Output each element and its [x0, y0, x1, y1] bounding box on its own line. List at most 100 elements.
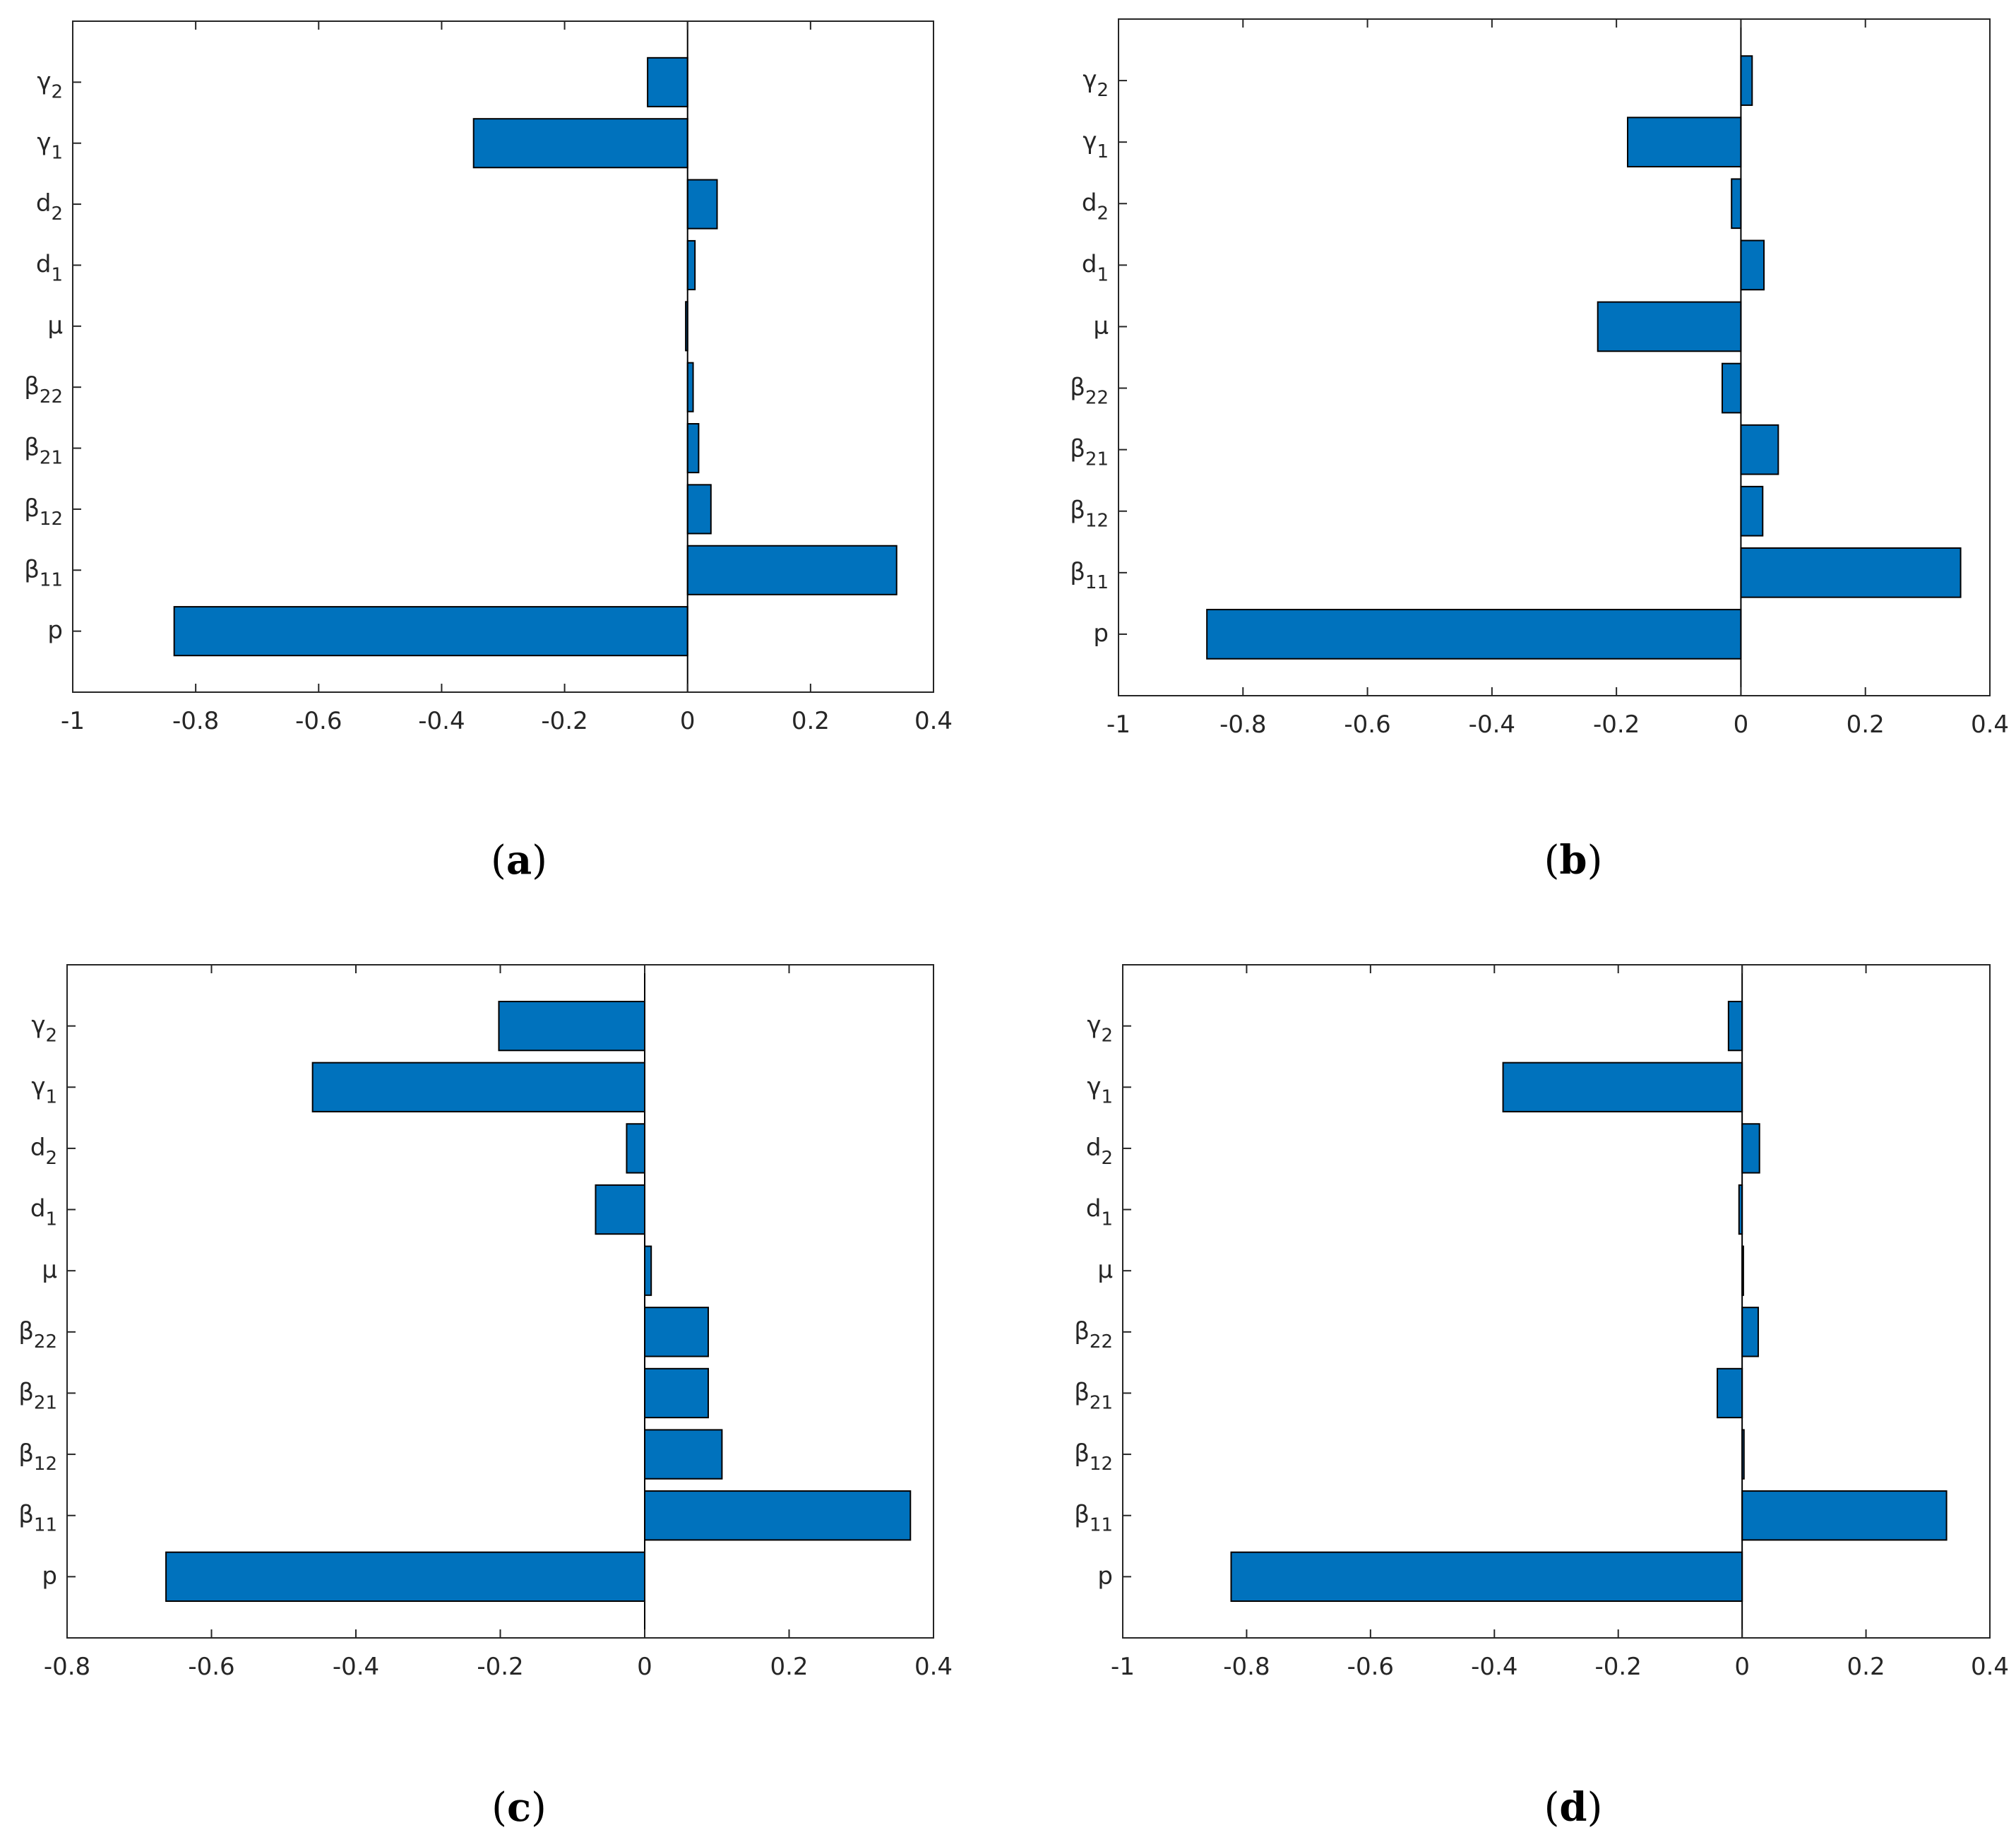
panel-b-category-label-1: β11	[1070, 558, 1109, 593]
panel-d-category-label-9: γ2	[1087, 1011, 1113, 1047]
panel-c-bar-3	[644, 1367, 709, 1419]
panel-c-category-label-5: μ	[42, 1256, 57, 1284]
panel-d-xtick-label-6: 0.2	[1847, 1653, 1885, 1681]
panel-c-category-label-1: β11	[18, 1501, 57, 1536]
panel-d-category-label-8: γ1	[1087, 1072, 1113, 1107]
panel-a-xtick-label-7: 0.4	[914, 707, 953, 735]
panel-b-bar-2	[1740, 485, 1764, 537]
panel-b-xtick-label-1: -0.8	[1219, 711, 1266, 739]
panel-b-bar-3	[1740, 424, 1779, 475]
panel-c-xtick-label-0: -0.8	[44, 1653, 90, 1681]
panel-d-category-label-7: d2	[1086, 1134, 1113, 1169]
panel-a-category-label-8: γ1	[37, 129, 63, 164]
panel-a-xtick-label-3: -0.4	[418, 707, 465, 735]
panel-c-category-label-2: β12	[18, 1439, 57, 1475]
panel-b-category-label-4: β22	[1070, 374, 1109, 409]
panel-d-category-label-0: p	[1097, 1562, 1113, 1590]
panel-d-chart: -1 -0.8 -0.6 -0.4 -0.2 0 0.2 0.4pβ11β12β21β22μd…	[1074, 964, 2009, 1681]
panel-b-category-label-5: μ	[1093, 311, 1109, 340]
panel-b-axes-box	[1118, 18, 1991, 696]
panel-a-xtick-label-1: -0.8	[172, 707, 219, 735]
panel-b-xtick-label-2: -0.6	[1344, 711, 1390, 739]
panel-d-xtick-label-5: 0	[1734, 1653, 1750, 1681]
panel-b-bar-9	[1740, 55, 1753, 106]
panel-d-category-label-6: d1	[1086, 1195, 1113, 1230]
panel-d-xtick-label-7: 0.4	[1971, 1653, 2009, 1681]
panel-a-bar-2	[686, 484, 712, 535]
panel-d-bar-1	[1741, 1490, 1948, 1541]
panel-b-bar-0	[1206, 609, 1742, 660]
panel-d-category-label-3: β21	[1074, 1378, 1113, 1413]
panel-a-category-label-1: β11	[24, 555, 63, 590]
panel-a-bar-4	[686, 362, 694, 412]
panel-b-xtick-label-5: 0	[1734, 711, 1749, 739]
panel-a-xtick-label-0: -1	[61, 707, 85, 735]
panel-a-bar-1	[686, 545, 897, 595]
panel-c-bar-5	[644, 1245, 652, 1296]
panel-b-bar-1	[1740, 547, 1962, 598]
panel-b-bar-4	[1721, 362, 1742, 414]
panel-d-category-label-5: μ	[1097, 1256, 1113, 1284]
panel-c-xtick-label-3: -0.2	[477, 1653, 523, 1681]
panel-d-bar-9	[1727, 1000, 1743, 1052]
panel-d-bar-8	[1502, 1062, 1743, 1112]
panel-c-xtick-label-4: 0	[637, 1653, 652, 1681]
panel-d-category-label-4: β22	[1074, 1317, 1113, 1353]
panel-label-a: (a)	[491, 837, 547, 884]
panel-d-category-label-2: β12	[1074, 1439, 1113, 1475]
panel-a-bar-3	[686, 423, 700, 474]
panel-d-bar-4	[1741, 1307, 1759, 1357]
panel-a-xtick-label-4: -0.2	[541, 707, 587, 735]
panel-b-chart: -1 -0.8 -0.6 -0.4 -0.2 0 0.2 0.4pβ11β12β21β22μd…	[1070, 18, 2009, 739]
panel-label-c: (c)	[491, 1784, 547, 1831]
panel-b-xtick-label-4: -0.2	[1593, 711, 1640, 739]
panel-d-xtick-label-3: -0.4	[1471, 1653, 1517, 1681]
panel-b-category-label-3: β21	[1070, 435, 1109, 470]
panel-a-bar-6	[686, 239, 696, 290]
panel-a-category-label-3: β21	[24, 434, 63, 469]
panel-c-xtick-label-1: -0.6	[188, 1653, 234, 1681]
panel-c-xtick-label-6: 0.4	[914, 1653, 953, 1681]
panel-c-bar-2	[644, 1429, 723, 1480]
panel-a-xtick-label-2: -0.6	[295, 707, 342, 735]
panel-c-category-label-8: γ1	[31, 1072, 57, 1107]
panel-c-xtick-label-5: 0.2	[770, 1653, 808, 1681]
panel-b-bar-5	[1597, 301, 1742, 352]
panel-a-bar-9	[647, 57, 688, 107]
panel-c-bar-0	[165, 1551, 645, 1603]
panel-b-category-label-9: γ2	[1082, 66, 1109, 101]
panel-c-bar-7	[626, 1123, 645, 1174]
panel-a-bar-8	[472, 118, 688, 169]
panel-c-bar-4	[644, 1307, 709, 1357]
panel-b-category-label-0: p	[1093, 619, 1109, 648]
panel-b-bar-7	[1731, 178, 1742, 230]
panel-a-category-label-0: p	[47, 617, 63, 645]
panel-b-xtick-label-3: -0.4	[1469, 711, 1515, 739]
panel-a-category-label-7: d2	[36, 189, 63, 225]
panel-d-bar-7	[1741, 1123, 1760, 1174]
panel-b-category-label-7: d2	[1082, 189, 1109, 224]
panel-d-xtick-label-2: -0.6	[1347, 1653, 1394, 1681]
panel-d-axes-box	[1122, 964, 1991, 1639]
panel-b-bar-8	[1627, 117, 1742, 168]
panel-c-bar-9	[498, 1000, 646, 1052]
panel-c-category-label-0: p	[42, 1562, 57, 1590]
panel-label-d: (d)	[1544, 1784, 1603, 1831]
panel-a-axes-box	[72, 20, 934, 693]
panel-a-xtick-label-5: 0	[680, 707, 696, 735]
panel-b-xtick-label-0: -1	[1107, 711, 1131, 739]
panel-a-bar-0	[173, 606, 688, 657]
panel-d-bar-0	[1230, 1551, 1743, 1603]
panel-c-category-label-3: β21	[18, 1378, 57, 1413]
panel-b-category-label-8: γ1	[1082, 127, 1109, 162]
panel-d-xtick-label-1: -0.8	[1223, 1653, 1270, 1681]
panel-a-chart: -1 -0.8 -0.6 -0.4 -0.2 0 0.2 0.4pβ11β12β21β22μd…	[24, 20, 953, 735]
panel-c-bar-6	[595, 1184, 645, 1235]
panel-b-category-label-6: d1	[1082, 250, 1109, 285]
panel-label-b: (b)	[1544, 837, 1603, 884]
panel-d-xtick-label-0: -1	[1111, 1653, 1135, 1681]
panel-b-xtick-label-6: 0.2	[1847, 711, 1885, 739]
panel-d-category-label-1: β11	[1074, 1501, 1113, 1536]
panel-a-category-label-6: d1	[36, 250, 63, 285]
